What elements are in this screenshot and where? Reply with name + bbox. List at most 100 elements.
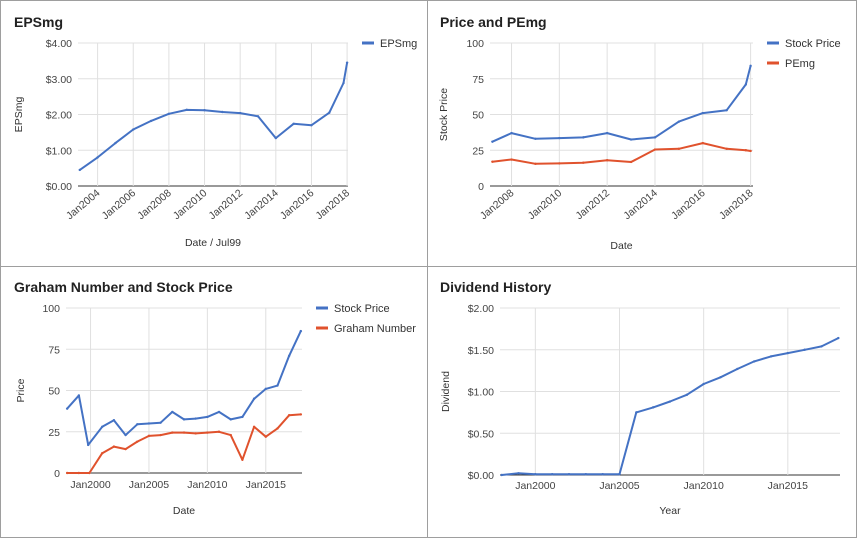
data-point bbox=[136, 423, 139, 426]
series-line-pemg bbox=[491, 142, 752, 165]
data-point bbox=[276, 427, 279, 430]
x-tick-label: Jan2012 bbox=[207, 187, 246, 222]
data-point bbox=[167, 112, 171, 115]
legend-swatch bbox=[767, 61, 779, 65]
x-tick-label: Jan2016 bbox=[669, 187, 708, 222]
legend-swatch bbox=[316, 306, 328, 310]
data-point bbox=[171, 431, 174, 434]
data-point bbox=[147, 422, 151, 425]
data-point bbox=[203, 109, 206, 112]
x-tick-label: Jan2005 bbox=[599, 480, 639, 492]
y-tick-label: $4.00 bbox=[46, 38, 72, 50]
x-tick-label: Jan2008 bbox=[135, 187, 174, 222]
data-point bbox=[653, 136, 657, 139]
chart-epsmg: EPSmg $0.00$1.00$2.00$3.00$4.00Jan2004Ja… bbox=[13, 14, 417, 249]
y-tick-label: $1.00 bbox=[46, 145, 72, 157]
x-tick-label: Jan2010 bbox=[684, 480, 724, 492]
y-tick-label: 0 bbox=[54, 468, 60, 480]
data-point bbox=[86, 443, 90, 447]
x-tick-label: Jan2012 bbox=[574, 187, 613, 222]
x-tick-label: Jan2005 bbox=[129, 479, 169, 491]
data-point bbox=[114, 141, 117, 145]
data-point bbox=[769, 355, 773, 358]
data-point bbox=[182, 418, 186, 421]
data-point bbox=[124, 447, 127, 451]
data-point bbox=[517, 472, 520, 475]
data-point bbox=[194, 432, 197, 435]
data-point bbox=[584, 472, 588, 476]
data-point bbox=[629, 160, 633, 164]
data-point bbox=[342, 81, 345, 85]
x-tick-label: Jan2010 bbox=[526, 187, 565, 222]
x-axis-label: Date bbox=[173, 505, 195, 517]
legend-entry: Stock Price bbox=[334, 303, 390, 315]
x-axis-label: Date / Jul99 bbox=[185, 237, 241, 249]
data-point bbox=[510, 131, 513, 135]
data-point bbox=[668, 400, 672, 403]
data-point bbox=[65, 407, 69, 410]
data-point bbox=[229, 433, 232, 437]
data-point bbox=[147, 434, 151, 438]
data-point bbox=[264, 387, 267, 391]
y-tick-label: $0.00 bbox=[468, 470, 494, 482]
data-point bbox=[159, 433, 162, 437]
data-point bbox=[550, 472, 554, 476]
data-point bbox=[605, 159, 609, 162]
data-point bbox=[65, 471, 69, 475]
data-point bbox=[310, 124, 313, 127]
legend-entry: Stock Price bbox=[785, 38, 841, 50]
x-tick-label: Jan2014 bbox=[242, 187, 281, 222]
legend-swatch bbox=[362, 41, 374, 45]
data-point bbox=[124, 433, 127, 437]
y-axis-label: Price bbox=[15, 378, 27, 402]
data-point bbox=[803, 348, 806, 351]
data-point bbox=[159, 421, 162, 424]
data-point bbox=[101, 425, 104, 428]
data-point bbox=[605, 131, 609, 135]
data-point bbox=[149, 119, 153, 123]
data-point bbox=[749, 149, 752, 153]
y-tick-label: $1.00 bbox=[468, 387, 494, 399]
x-tick-label: Jan2018 bbox=[313, 187, 352, 222]
data-point bbox=[510, 158, 513, 161]
data-point bbox=[677, 120, 681, 123]
data-point bbox=[752, 360, 756, 363]
data-point bbox=[677, 147, 681, 151]
y-tick-label: $3.00 bbox=[46, 74, 72, 86]
x-axis-label: Date bbox=[610, 240, 632, 252]
chart-title: EPSmg bbox=[14, 14, 63, 30]
data-point bbox=[534, 137, 537, 141]
y-tick-label: 75 bbox=[48, 344, 60, 356]
data-point bbox=[582, 136, 585, 139]
data-point bbox=[491, 160, 494, 163]
data-point bbox=[77, 471, 81, 475]
data-point bbox=[820, 345, 823, 348]
data-point bbox=[241, 415, 244, 419]
x-axis-label: Year bbox=[659, 505, 681, 517]
legend-swatch bbox=[316, 326, 328, 330]
data-point bbox=[241, 458, 244, 461]
y-tick-label: $2.00 bbox=[46, 110, 72, 122]
data-point bbox=[217, 410, 221, 414]
data-point bbox=[618, 472, 621, 476]
y-tick-label: 0 bbox=[478, 181, 484, 193]
data-point bbox=[194, 417, 197, 420]
x-tick-label: Jan2016 bbox=[278, 187, 317, 222]
data-point bbox=[274, 136, 278, 140]
legend-entry: PEmg bbox=[785, 58, 815, 70]
data-point bbox=[206, 415, 209, 419]
data-point bbox=[725, 147, 728, 151]
data-point bbox=[345, 61, 349, 64]
y-tick-label: 100 bbox=[466, 38, 484, 50]
legend-entry: Graham Number bbox=[334, 323, 416, 335]
data-point bbox=[171, 410, 174, 414]
data-point bbox=[96, 156, 99, 159]
data-point bbox=[276, 384, 279, 387]
data-point bbox=[328, 111, 331, 114]
data-point bbox=[534, 472, 537, 476]
data-point bbox=[736, 367, 739, 371]
data-point bbox=[229, 418, 232, 421]
data-point bbox=[725, 109, 728, 112]
chart-graham-number-and-stock-price: Graham Number and Stock Price 0 25 50 75 100… bbox=[14, 279, 416, 517]
